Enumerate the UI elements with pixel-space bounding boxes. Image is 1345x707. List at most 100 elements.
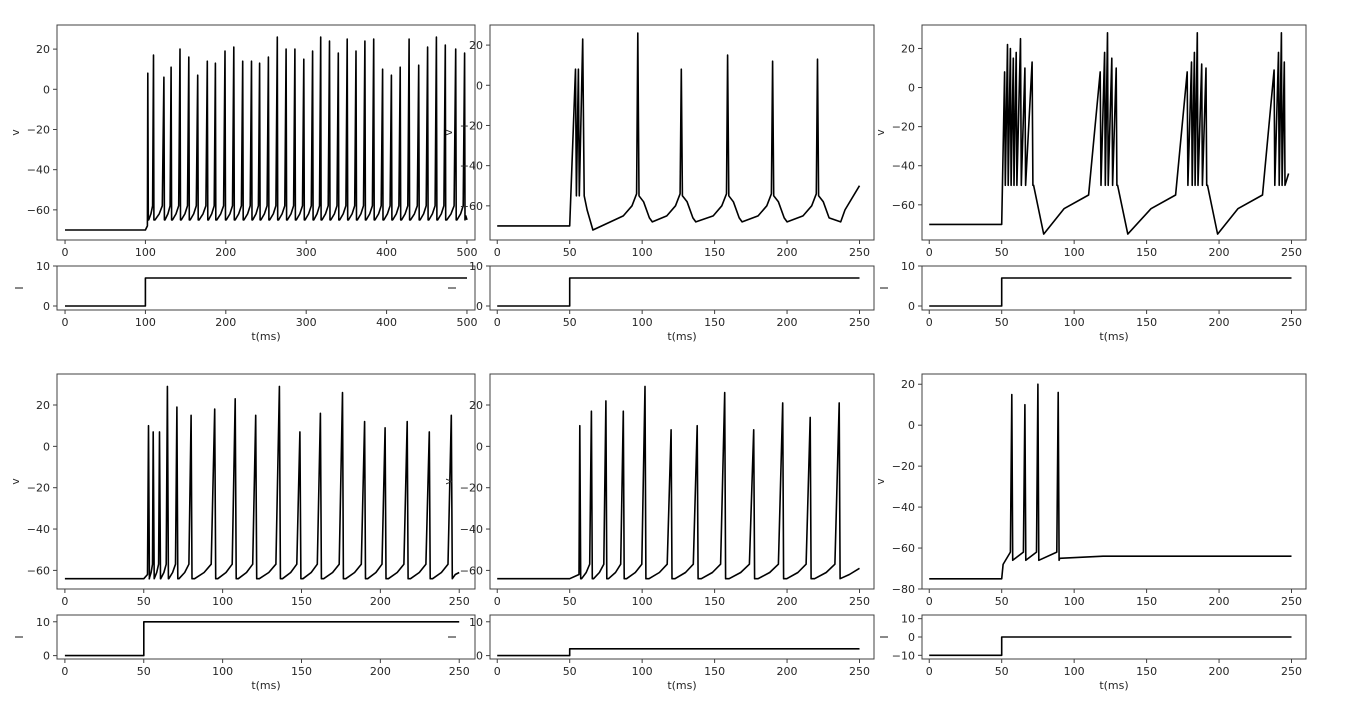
x-tick-label: 50 [995, 316, 1009, 329]
x-tick-label: 50 [995, 595, 1009, 608]
x-tick-label: 100 [632, 595, 653, 608]
x-tick-label: 0 [926, 316, 933, 329]
y-tick-label: 0 [43, 83, 50, 96]
voltage-trace [929, 31, 1290, 235]
x-tick-label: 300 [296, 316, 317, 329]
y-tick-label: 20 [36, 43, 50, 56]
x-tick-label: 0 [62, 246, 69, 259]
y-tick-label: −60 [27, 204, 50, 217]
voltage-trace [65, 36, 468, 231]
y-tick-label: −20 [892, 121, 915, 134]
v-axis-label: v [9, 129, 22, 136]
y-tick-label: 10 [901, 260, 915, 273]
x-tick-label: 150 [1136, 246, 1157, 259]
y-tick-label: −20 [27, 123, 50, 136]
x-tick-label: 100 [1064, 595, 1085, 608]
y-tick-label: −60 [27, 564, 50, 577]
voltage-trace [929, 383, 1292, 580]
x-tick-label: 400 [376, 316, 397, 329]
voltage-trace [64, 385, 460, 580]
y-tick-label: 0 [43, 650, 50, 663]
current-trace [929, 636, 1292, 657]
x-tick-label: 200 [215, 316, 236, 329]
y-tick-label: −40 [460, 160, 483, 173]
x-tick-label: 100 [632, 316, 653, 329]
x-tick-label: 150 [1136, 316, 1157, 329]
x-tick-label: 0 [61, 665, 68, 678]
x-tick-label: 200 [215, 246, 236, 259]
voltage-trace [497, 385, 860, 580]
y-tick-label: −40 [892, 501, 915, 514]
x-tick-label: 50 [563, 595, 577, 608]
x-tick-label: 250 [449, 665, 470, 678]
x-tick-label: 100 [212, 665, 233, 678]
x-tick-label: 50 [137, 595, 151, 608]
y-tick-label: −40 [27, 523, 50, 536]
x-tick-label: 200 [1209, 595, 1230, 608]
x-tick-label: 250 [849, 665, 870, 678]
x-tick-label: 100 [632, 665, 653, 678]
y-tick-label: 0 [476, 440, 483, 453]
x-tick-label: 100 [1064, 665, 1085, 678]
y-tick-label: 10 [901, 613, 915, 626]
x-tick-label: 0 [494, 595, 501, 608]
x-tick-label: 0 [61, 595, 68, 608]
x-tick-label: 0 [494, 316, 501, 329]
x-tick-label: 0 [926, 595, 933, 608]
x-tick-label: 500 [456, 246, 477, 259]
i-axis-label: I [446, 635, 459, 638]
y-tick-label: −60 [460, 564, 483, 577]
y-tick-label: 0 [908, 300, 915, 313]
x-tick-label: 50 [563, 316, 577, 329]
x-tick-label: 50 [137, 665, 151, 678]
y-tick-label: 0 [43, 440, 50, 453]
x-tick-label: 150 [1136, 595, 1157, 608]
y-tick-label: −40 [460, 523, 483, 536]
x-axis-label: t(ms) [251, 679, 280, 692]
current-trace [497, 277, 860, 307]
y-tick-label: −10 [892, 649, 915, 662]
x-tick-label: 50 [995, 246, 1009, 259]
plot-frame [921, 373, 1307, 590]
x-tick-label: 150 [291, 665, 312, 678]
y-tick-label: 0 [908, 419, 915, 432]
plot-frame [489, 265, 875, 311]
y-tick-label: −80 [892, 583, 915, 596]
x-tick-label: 250 [849, 246, 870, 259]
x-tick-label: 200 [777, 246, 798, 259]
current-trace [65, 277, 467, 307]
x-tick-label: 150 [291, 595, 312, 608]
x-tick-label: 100 [135, 246, 156, 259]
v-axis-label: v [442, 478, 455, 485]
x-tick-label: 50 [563, 665, 577, 678]
y-tick-label: −60 [892, 542, 915, 555]
current-trace [929, 277, 1292, 307]
y-tick-label: 20 [469, 39, 483, 52]
x-tick-label: 150 [704, 316, 725, 329]
x-tick-label: 250 [1281, 595, 1302, 608]
y-tick-label: 20 [36, 399, 50, 412]
x-tick-label: 100 [1064, 246, 1085, 259]
x-tick-label: 250 [1281, 316, 1302, 329]
y-tick-label: −60 [460, 200, 483, 213]
x-tick-label: 250 [1281, 246, 1302, 259]
x-axis-label: t(ms) [1099, 330, 1128, 343]
x-axis-label: t(ms) [251, 330, 280, 343]
y-tick-label: 10 [469, 260, 483, 273]
x-tick-label: 150 [704, 595, 725, 608]
x-tick-label: 0 [926, 246, 933, 259]
v-axis-label: v [874, 129, 887, 136]
y-tick-label: −20 [460, 482, 483, 495]
x-tick-label: 0 [494, 665, 501, 678]
voltage-trace [497, 32, 861, 231]
y-tick-label: 20 [901, 42, 915, 55]
x-tick-label: 250 [849, 595, 870, 608]
